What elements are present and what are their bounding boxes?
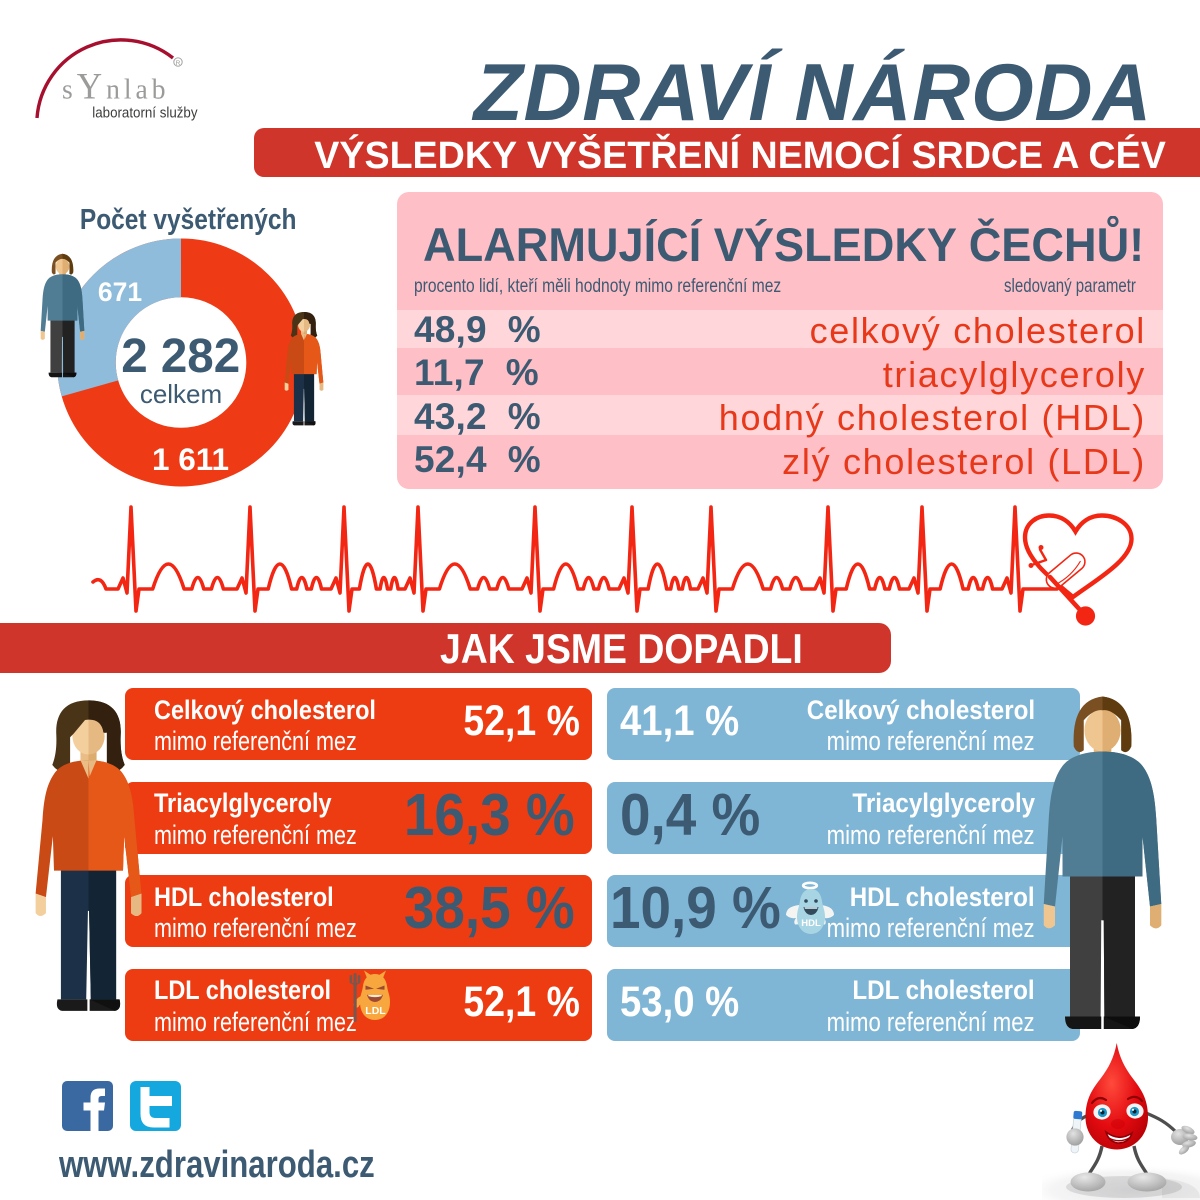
svg-text:laboratorní služby: laboratorní služby — [92, 104, 197, 121]
svg-text:R: R — [176, 60, 181, 67]
svg-text:LDL: LDL — [365, 1005, 386, 1017]
svg-text:HDL: HDL — [801, 918, 821, 929]
